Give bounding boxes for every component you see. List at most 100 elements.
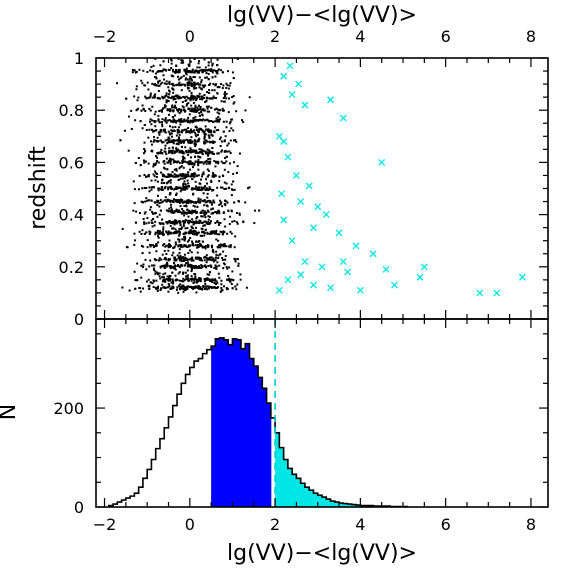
scatter-point (176, 75, 179, 78)
scatter-point (203, 132, 206, 135)
scatter-point (158, 152, 161, 155)
scatter-point (171, 278, 174, 281)
scatter-point (139, 164, 142, 167)
scatter-point (186, 199, 189, 202)
scatter-point (227, 111, 230, 114)
scatter-point (183, 238, 186, 241)
scatter-point (209, 157, 212, 160)
scatter-point (169, 150, 172, 153)
scatter-point (150, 143, 153, 146)
scatter-point (176, 286, 179, 289)
scatter-point (225, 187, 228, 190)
bottom-y-axis-label: N (0, 404, 21, 420)
scatter-point (214, 221, 217, 224)
scatter-point (142, 107, 145, 110)
scatter-point (220, 283, 223, 286)
scatter-point (177, 291, 180, 294)
scatter-point (196, 266, 199, 269)
scatter-point (222, 285, 225, 288)
scatter-point (192, 149, 195, 152)
scatter-point (207, 64, 210, 67)
scatter-point (155, 172, 158, 175)
cross-stroke (382, 265, 390, 273)
scatter-point (196, 140, 199, 143)
scatter-point (159, 139, 162, 142)
scatter-point (138, 174, 141, 177)
histogram-bar (343, 503, 349, 507)
scatter-point (170, 206, 173, 209)
scatter-point (157, 89, 160, 92)
scatter-point (161, 109, 164, 112)
scatter-point (211, 121, 214, 124)
scatter-point (135, 210, 138, 213)
scatter-point (163, 266, 166, 269)
scatter-point (160, 222, 163, 225)
cross-marker (280, 72, 288, 80)
scatter-point (191, 211, 194, 214)
scatter-point (158, 221, 161, 224)
scatter-point (190, 277, 193, 280)
scatter-point (154, 95, 157, 98)
scatter-point (169, 185, 172, 188)
scatter-point (204, 125, 207, 128)
scatter-point (186, 84, 189, 87)
scatter-point (158, 213, 161, 216)
scatter-point (149, 109, 152, 112)
scatter-point (176, 161, 179, 164)
scatter-point (218, 212, 221, 215)
scatter-point (166, 275, 169, 278)
scatter-point (183, 109, 186, 112)
scatter-point (194, 232, 197, 235)
scatter-point (156, 136, 159, 139)
scatter-point (168, 180, 171, 183)
scatter-point (169, 203, 172, 206)
histogram-bar (236, 339, 242, 507)
scatter-point (194, 160, 197, 163)
scatter-point (183, 286, 186, 289)
scatter-point (155, 279, 158, 282)
scatter-point (241, 119, 244, 122)
scatter-point (207, 278, 210, 281)
scatter-point (232, 95, 235, 98)
scatter-point (211, 147, 214, 150)
scatter-point (193, 75, 196, 78)
scatter-point (146, 70, 149, 73)
scatter-point (160, 182, 163, 185)
scatter-point (179, 108, 182, 111)
scatter-point (205, 105, 208, 108)
scatter-point (152, 267, 155, 270)
scatter-point (201, 129, 204, 132)
scatter-point (156, 201, 159, 204)
scatter-point (167, 258, 170, 261)
scatter-point (190, 211, 193, 214)
scatter-point (196, 108, 199, 111)
scatter-point (127, 115, 130, 118)
scatter-point (219, 136, 222, 139)
scatter-point (138, 230, 141, 233)
scatter-point (200, 127, 203, 130)
scatter-point (202, 149, 205, 152)
scatter-point (167, 151, 170, 154)
scatter-point (198, 137, 201, 140)
scatter-point (184, 188, 187, 191)
scatter-point (170, 199, 173, 202)
scatter-point (219, 145, 222, 148)
scatter-point (182, 290, 185, 293)
scatter-point (159, 129, 162, 132)
scatter-point (181, 199, 184, 202)
scatter-point (168, 81, 171, 84)
scatter-point (218, 86, 221, 89)
top-y-tick-label: 0.6 (59, 153, 84, 172)
scatter-point (222, 96, 225, 99)
scatter-point (189, 264, 192, 267)
scatter-point (194, 151, 197, 154)
scatter-point (187, 258, 190, 261)
scatter-point (181, 177, 184, 180)
bottom-y-tick-label: 0 (74, 498, 84, 517)
scatter-point (205, 261, 208, 264)
scatter-point (121, 227, 124, 230)
scatter-point (188, 71, 191, 74)
scatter-point (194, 70, 197, 73)
scatter-point (132, 209, 135, 212)
